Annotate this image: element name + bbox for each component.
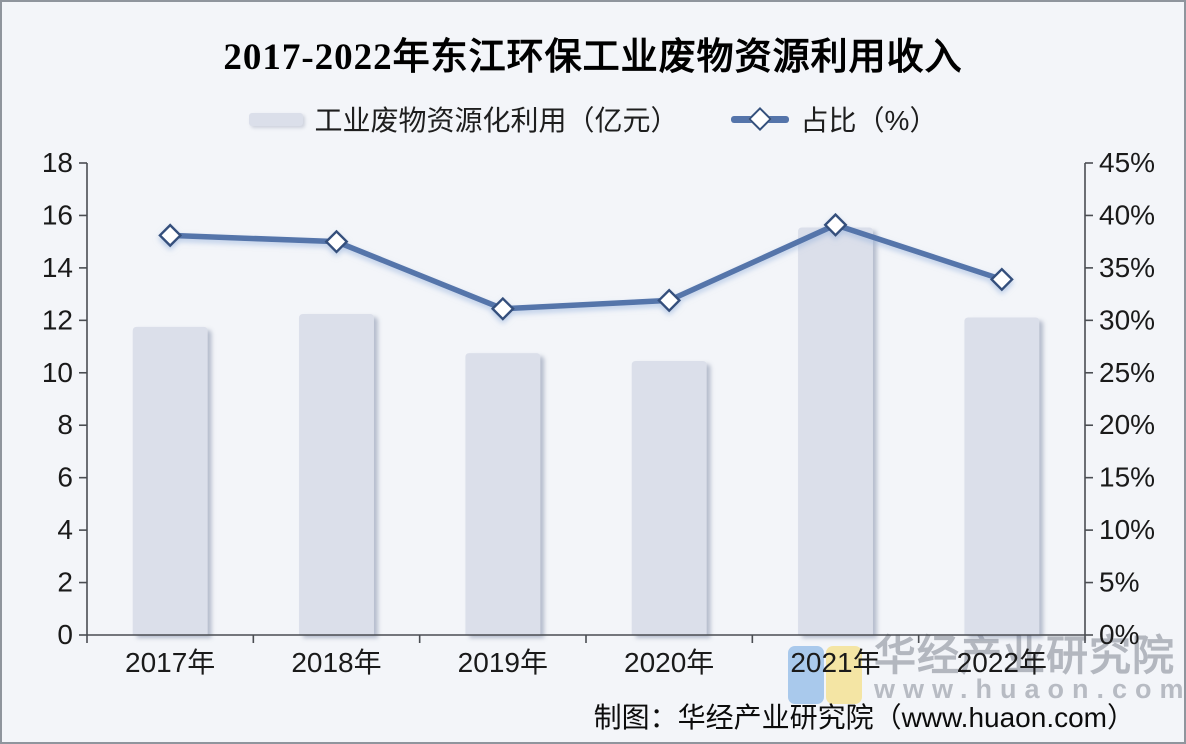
svg-text:0: 0 <box>57 619 73 650</box>
logo-yellow-tile <box>826 646 862 704</box>
svg-text:15%: 15% <box>1099 462 1155 493</box>
svg-text:10%: 10% <box>1099 514 1155 545</box>
legend: 工业废物资源化利用（亿元） 占比（%） <box>2 100 1184 138</box>
svg-text:2020年: 2020年 <box>624 647 714 678</box>
watermark-brand-text: 华经产业研究院 <box>874 632 1176 679</box>
svg-text:14: 14 <box>42 252 73 283</box>
legend-line-label: 占比（%） <box>800 105 938 136</box>
svg-text:12: 12 <box>42 304 73 335</box>
svg-text:16: 16 <box>42 199 73 230</box>
svg-text:8: 8 <box>57 409 73 440</box>
legend-item-bar-series: 工业废物资源化利用（亿元） <box>248 99 679 139</box>
svg-text:25%: 25% <box>1099 357 1155 388</box>
svg-text:0%: 0% <box>1099 619 1139 650</box>
svg-text:10: 10 <box>42 357 73 388</box>
source-credit: 制图：华经产业研究院（www.huaon.com） <box>593 702 1135 733</box>
svg-text:5%: 5% <box>1099 567 1139 598</box>
huaon-logo-icon <box>788 646 864 704</box>
svg-text:30%: 30% <box>1099 304 1155 335</box>
svg-text:2022年: 2022年 <box>957 647 1047 678</box>
legend-bar-label: 工业废物资源化利用（亿元） <box>314 105 679 136</box>
watermark-url-text: www.huaon.com <box>874 674 1186 704</box>
svg-text:45%: 45% <box>1099 147 1155 178</box>
svg-text:4: 4 <box>57 514 73 545</box>
bar-swatch-icon <box>248 112 303 126</box>
svg-text:2021年: 2021年 <box>790 647 880 678</box>
svg-text:2018年: 2018年 <box>291 647 381 678</box>
svg-text:40%: 40% <box>1099 199 1155 230</box>
line-swatch-icon <box>730 106 789 132</box>
svg-text:6: 6 <box>57 462 73 493</box>
svg-text:2019年: 2019年 <box>458 647 548 678</box>
svg-text:2017年: 2017年 <box>125 647 215 678</box>
svg-text:35%: 35% <box>1099 252 1155 283</box>
chart-title: 2017-2022年东江环保工业废物资源利用收入 <box>223 37 963 78</box>
svg-text:18: 18 <box>42 147 73 178</box>
legend-item-line-series: 占比（%） <box>730 99 938 139</box>
logo-blue-tile <box>788 646 824 704</box>
svg-text:20%: 20% <box>1099 409 1155 440</box>
svg-text:2: 2 <box>57 567 73 598</box>
